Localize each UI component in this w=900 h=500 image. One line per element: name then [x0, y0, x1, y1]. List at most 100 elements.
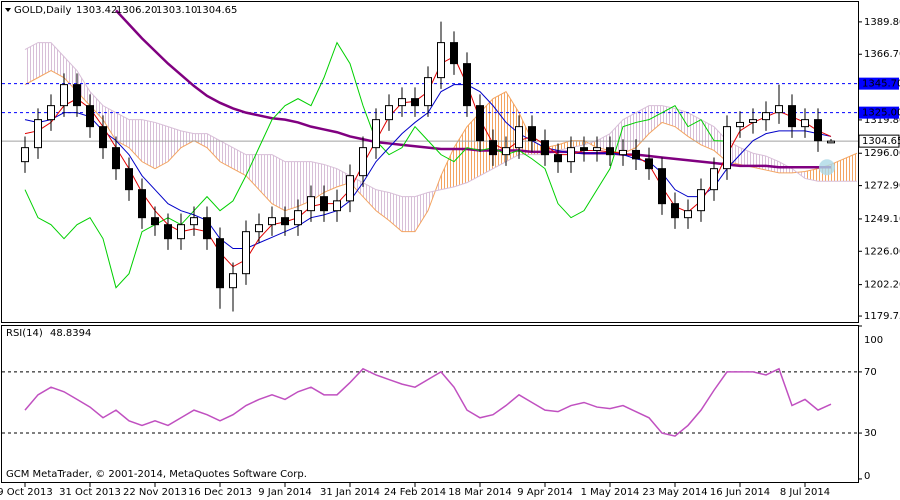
price-plot — [2, 9, 858, 312]
candle-body — [762, 112, 770, 121]
candle-body — [34, 119, 42, 149]
candle-body — [424, 77, 432, 107]
rsi-plot — [2, 367, 858, 437]
cloud-segment — [155, 122, 168, 169]
price-frame — [1, 1, 859, 323]
cloud-segment — [454, 126, 467, 187]
candle-body — [463, 63, 471, 107]
candle-body — [658, 168, 666, 205]
candle-body — [190, 217, 198, 226]
cloud-segment — [64, 56, 77, 92]
cloud-segment — [246, 154, 259, 190]
cloud-segment — [259, 154, 272, 204]
candle-body — [242, 231, 250, 275]
menu-arrow[interactable] — [5, 8, 11, 12]
candle-body — [736, 121, 744, 128]
candle-body — [333, 200, 341, 212]
rsi-tick-label: 100 — [864, 335, 883, 346]
cloud-segment — [675, 108, 688, 137]
x-tick-label: 24 Feb 2014 — [384, 487, 446, 498]
cloud-segment — [233, 147, 246, 176]
candle-body — [47, 105, 55, 121]
candle-body — [528, 126, 536, 142]
cloud-segment — [51, 42, 64, 78]
cloud-segment — [701, 119, 714, 151]
cloud-segment — [805, 168, 818, 182]
cloud-segment — [168, 126, 181, 162]
candle-body — [125, 168, 133, 191]
cloud-segment — [649, 105, 662, 134]
cloud-segment — [298, 161, 311, 207]
cloud-segment — [116, 112, 129, 148]
candle-body — [138, 189, 146, 219]
x-tick-label: 1 May 2014 — [581, 487, 640, 498]
span-a-line — [24, 70, 858, 233]
cloud-segment — [324, 164, 337, 193]
y-tick-label: 1389.80 — [864, 17, 900, 28]
candle-body — [437, 42, 445, 79]
cloud-segment — [415, 192, 428, 232]
candle-body — [294, 210, 302, 226]
cloud-segment — [363, 182, 376, 211]
y-tick-label: 1202.20 — [864, 280, 900, 291]
cloud-segment — [207, 133, 220, 162]
rsi-tick-label: 30 — [864, 428, 877, 439]
x-tick-label: 16 Jun 2014 — [710, 487, 770, 498]
x-tick-label: 31 Oct 2013 — [59, 487, 121, 498]
x-tick-label: 31 Jan 2014 — [320, 487, 380, 498]
candle-body — [216, 238, 224, 289]
level-label: 1345.70 — [862, 79, 900, 90]
y-tick-label: 1272.90 — [864, 181, 900, 192]
indicator-line — [24, 41, 728, 289]
candle-body — [593, 147, 601, 151]
candle-body — [684, 210, 692, 219]
candle-body — [814, 119, 822, 142]
footer: GCM MetaTrader, © 2001-2014, MetaQuotes … — [6, 469, 307, 480]
candle-body — [73, 84, 81, 107]
candle-body — [177, 224, 185, 240]
candle-body — [372, 119, 380, 149]
candle-body — [255, 224, 263, 233]
candle-body — [606, 147, 614, 156]
rsi-frame — [1, 325, 859, 483]
candle-body — [60, 84, 68, 107]
candle-body — [567, 147, 575, 163]
candle-body — [86, 105, 94, 128]
x-tick-label: 18 Mar 2014 — [448, 487, 511, 498]
cloud-segment — [610, 119, 623, 154]
rsi-tick-label: 0 — [864, 471, 870, 482]
quote-open: 1303.42 — [76, 5, 117, 16]
chart-title: GOLD,Daily — [14, 5, 71, 16]
highlight-marker — [819, 159, 835, 176]
cloud-segment — [493, 91, 506, 169]
candle-body — [398, 98, 406, 107]
cloud-segment — [38, 42, 51, 78]
cloud-segment — [402, 196, 415, 232]
candle-body — [788, 105, 796, 128]
candle-body — [775, 105, 783, 114]
candle-body — [450, 42, 458, 65]
y-tick-label: 1179.75 — [864, 311, 900, 322]
cloud-segment — [688, 112, 701, 145]
candle-body — [489, 140, 497, 156]
candle-body — [502, 147, 510, 156]
candle-body — [281, 217, 289, 226]
candle-body — [229, 273, 237, 289]
cloud-segment — [77, 70, 90, 106]
x-tick-label: 23 May 2014 — [642, 487, 707, 498]
quote-close: 1304.65 — [196, 5, 237, 16]
span-b-line — [24, 42, 857, 198]
quote-low: 1303.10 — [156, 5, 197, 16]
cloud-segment — [571, 140, 584, 148]
candle-body — [99, 126, 107, 149]
candle-body — [645, 158, 653, 170]
candle-body — [359, 147, 367, 177]
candle-body — [580, 147, 588, 151]
rsi-tick-label: 70 — [864, 367, 877, 378]
candle-body — [268, 217, 276, 226]
cloud-segment — [142, 119, 155, 169]
candle-body — [21, 147, 29, 163]
candle-body — [710, 168, 718, 191]
rsi-value: 48.8394 — [50, 328, 91, 339]
candle-body — [307, 196, 315, 212]
